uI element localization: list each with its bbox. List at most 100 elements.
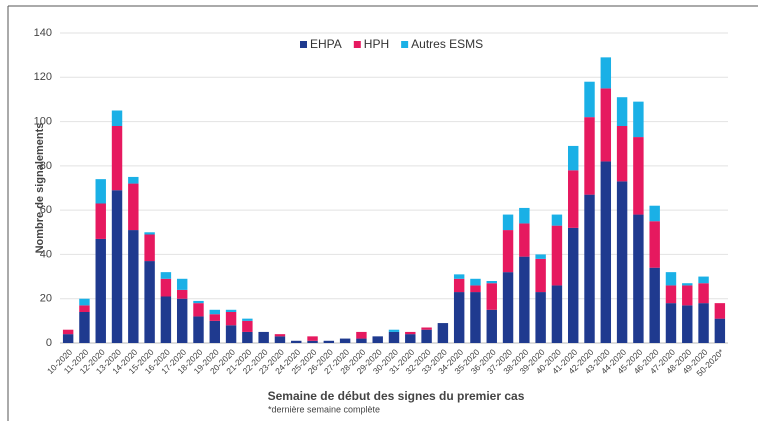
bar-segment: [356, 331, 367, 339]
bar-segment: [193, 316, 204, 343]
legend-label: EHPA: [310, 37, 342, 51]
bar-segment: [79, 305, 90, 312]
bar-segment: [502, 272, 514, 343]
legend-label: Autres ESMS: [411, 37, 483, 51]
bar-segment: [160, 296, 172, 343]
bar-segment: [128, 183, 139, 231]
bar-segment: [372, 336, 383, 343]
bar-segment: [568, 145, 579, 171]
bar-segment: [551, 285, 563, 343]
bar-segment: [486, 283, 497, 310]
bar-segment: [274, 334, 286, 337]
bar-segment: [649, 267, 660, 343]
bar-segment: [95, 238, 106, 343]
y-tick-label: 80: [40, 160, 52, 172]
bar-segment: [242, 318, 253, 321]
bar-segment: [323, 340, 335, 343]
bar-segment: [682, 283, 693, 286]
bar-segment: [79, 312, 90, 343]
legend-swatch: [353, 41, 361, 48]
bar-segment: [144, 261, 155, 343]
footnote: *dernière semaine complète: [268, 404, 380, 414]
bar-segment: [242, 331, 253, 343]
bar-segment: [486, 309, 497, 343]
bar-segment: [535, 258, 546, 293]
bar-segment: [339, 338, 351, 343]
bar-segment: [665, 303, 677, 343]
y-tick-label: 100: [34, 115, 52, 127]
bar-segment: [616, 181, 628, 343]
bar-segment: [535, 254, 546, 259]
bar-segment: [698, 303, 709, 343]
bar-segment: [519, 256, 530, 343]
bar-segment: [225, 309, 237, 312]
bar-segment: [665, 272, 677, 286]
bar-segment: [698, 283, 709, 304]
bar-segment: [568, 227, 579, 343]
bar-segment: [714, 303, 726, 319]
legend-label: HPH: [364, 37, 389, 51]
legend-swatch: [300, 41, 307, 48]
bar-segment: [62, 334, 74, 343]
x-axis-title: Semaine de début des signes du premier c…: [268, 389, 525, 403]
bar-segment: [291, 340, 302, 343]
y-tick-label: 0: [46, 337, 52, 349]
bar-segment: [225, 312, 237, 326]
bar-segment: [633, 101, 644, 138]
bar-segment: [665, 285, 677, 304]
bar-segment: [421, 329, 432, 343]
bar-segment: [453, 274, 465, 279]
bar-segment: [584, 194, 595, 343]
bar-segment: [600, 57, 612, 89]
bar-segment: [470, 292, 481, 343]
bar-segment: [682, 285, 693, 306]
bar-segment: [633, 137, 644, 215]
bar-segment: [453, 292, 465, 343]
y-axis-title: Nombre de signalements: [34, 123, 46, 254]
bar-segment: [144, 234, 155, 262]
bar-segment: [160, 278, 172, 297]
bar-segment: [470, 278, 481, 286]
bar-segment: [307, 336, 318, 341]
bar-segment: [519, 223, 530, 257]
bar-segment: [568, 170, 579, 228]
bar-segment: [111, 126, 123, 191]
bar-segment: [453, 278, 465, 293]
y-tick-label: 120: [34, 71, 52, 83]
bar-segment: [225, 325, 237, 343]
bar-segment: [633, 214, 644, 343]
bar-segment: [193, 303, 204, 317]
bar-segment: [535, 292, 546, 343]
y-tick-label: 140: [34, 27, 52, 39]
bar-segment: [128, 230, 139, 343]
bar-segment: [405, 331, 416, 335]
bar-segment: [176, 278, 188, 290]
bar-segment: [405, 334, 416, 343]
bar-segment: [111, 190, 123, 343]
bar-segment: [421, 327, 432, 330]
bar-segment: [698, 276, 709, 284]
bar-segment: [242, 320, 253, 332]
bar-segment: [682, 305, 693, 343]
bar-segment: [128, 176, 139, 184]
bar-segment: [258, 331, 269, 343]
y-tick-label: 60: [40, 204, 52, 216]
bar-segment: [307, 340, 318, 343]
bar-segment: [144, 232, 155, 235]
bar-segment: [388, 329, 400, 332]
bar-segment: [600, 161, 612, 343]
bar-segment: [649, 205, 660, 222]
bar-segment: [714, 318, 726, 343]
bar-segment: [111, 110, 123, 126]
bar-segment: [551, 214, 563, 226]
bar-segment: [95, 179, 106, 204]
bar-segment: [274, 336, 286, 343]
bar-segment: [616, 126, 628, 182]
bar-segment: [551, 225, 563, 286]
bar-segment: [519, 207, 530, 224]
bar-segment: [176, 289, 188, 299]
bar-segment: [160, 272, 172, 279]
bar-segment: [388, 331, 400, 343]
bar-segment: [209, 314, 220, 321]
